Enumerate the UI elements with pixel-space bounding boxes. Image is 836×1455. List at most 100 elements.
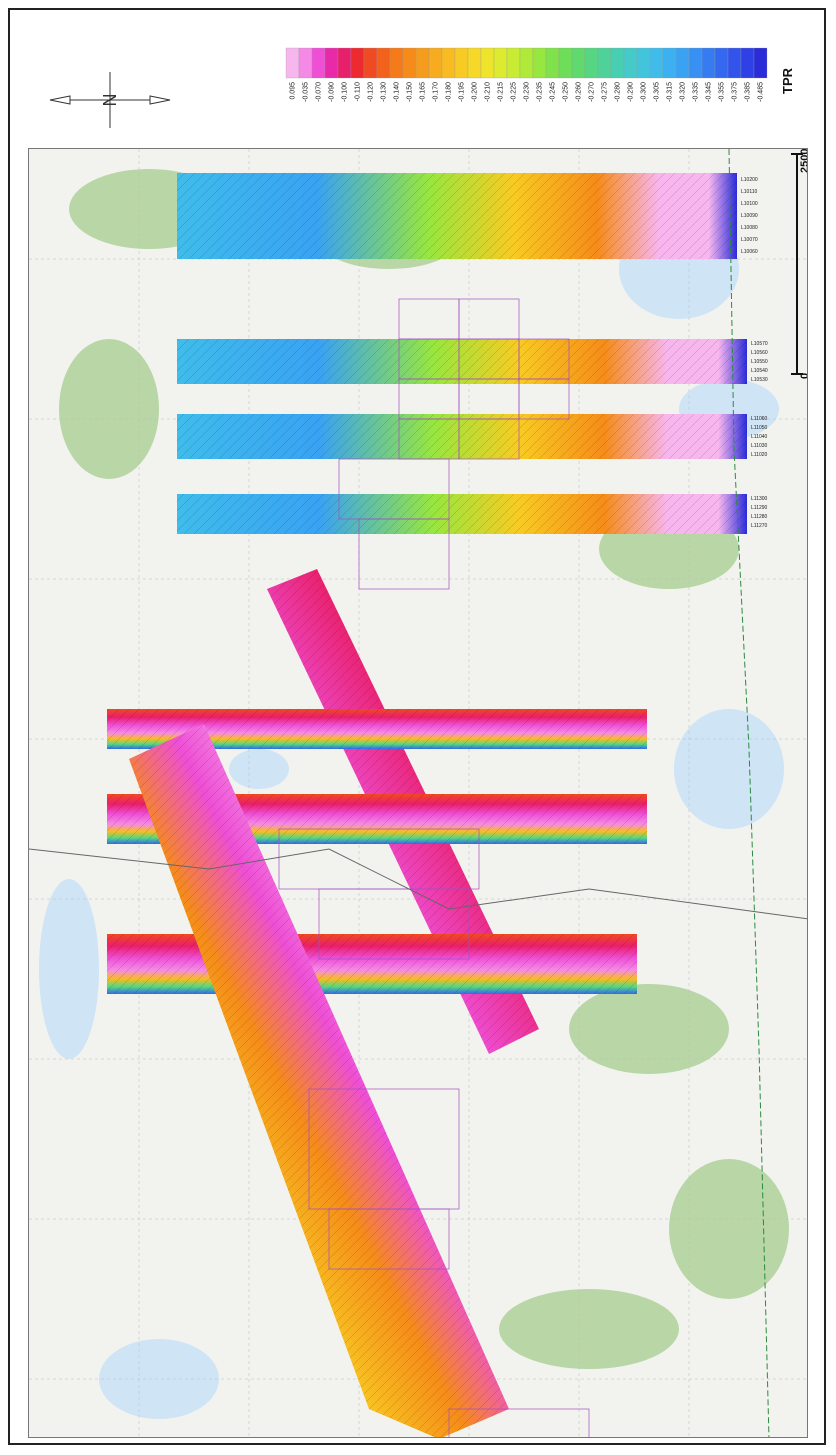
- legend-value: -0.270: [589, 82, 596, 102]
- legend-swatch: [390, 48, 403, 78]
- legend-value: -0.375: [732, 82, 739, 102]
- legend-swatch: [520, 48, 533, 78]
- legend-swatch: [715, 48, 728, 78]
- legend-value: -0.290: [628, 82, 635, 102]
- north-letter: N: [100, 94, 120, 107]
- legend-value: -0.355: [719, 82, 726, 102]
- survey-line-label: L10110: [741, 189, 758, 195]
- legend-swatch: [702, 48, 715, 78]
- legend-swatch: [559, 48, 572, 78]
- legend-value: -0.100: [342, 82, 349, 102]
- north-arrow-icon: N: [50, 72, 170, 128]
- survey-line-label: L11270: [751, 523, 768, 529]
- legend-value: -0.235: [537, 82, 544, 102]
- legend-value: -0.035: [303, 82, 310, 102]
- legend-value: -0.215: [498, 82, 505, 102]
- survey-line-label: L11280: [751, 514, 768, 520]
- legend-value: -0.335: [693, 82, 700, 102]
- legend-value: -0.250: [563, 82, 570, 102]
- survey-line-label: L10570: [751, 341, 768, 347]
- survey-line-label: L10080: [741, 225, 758, 231]
- legend-value: -0.090: [329, 82, 336, 102]
- legend-swatch: [572, 48, 585, 78]
- survey-line-label: L11050: [751, 425, 768, 431]
- legend-swatch: [455, 48, 468, 78]
- scale-end-label: 2500: [799, 149, 808, 173]
- legend-value: -0.210: [485, 82, 492, 102]
- legend-value: -0.230: [524, 82, 531, 102]
- legend-swatch: [403, 48, 416, 78]
- survey-line-label: L11300: [751, 496, 768, 502]
- legend-swatch: [299, 48, 312, 78]
- legend-swatch: [364, 48, 377, 78]
- legend-swatch: [689, 48, 702, 78]
- survey-map: L10200 L10110 L10100 L10090 L10080 L10070 L100…: [28, 148, 808, 1438]
- survey-line-label: L10070: [741, 237, 758, 243]
- legend-value: -0.245: [550, 82, 557, 102]
- legend-swatch: [663, 48, 676, 78]
- legend-swatch: [377, 48, 390, 78]
- legend-value: -0.120: [368, 82, 375, 102]
- survey-line-label: L10560: [751, 350, 768, 356]
- legend-swatch: [754, 48, 767, 78]
- legend-swatch: [585, 48, 598, 78]
- legend-swatch: [598, 48, 611, 78]
- legend-swatch: [494, 48, 507, 78]
- legend-swatch: [611, 48, 624, 78]
- legend-swatch: [507, 48, 520, 78]
- legend-value: -0.275: [602, 82, 609, 102]
- legend-value: 0.095: [290, 82, 297, 100]
- legend-swatch: [481, 48, 494, 78]
- survey-line-label: L10090: [741, 213, 758, 219]
- legend-swatch: [312, 48, 325, 78]
- tpr-legend: 0.095 -0.035 -0.070 -0.090 -0.100 -0.110 -0.12…: [286, 48, 767, 102]
- survey-line-label: L10530: [751, 377, 768, 383]
- legend-value: -0.305: [654, 82, 661, 102]
- legend-swatch: [338, 48, 351, 78]
- legend-value: -0.315: [667, 82, 674, 102]
- survey-line-label: L11290: [751, 505, 768, 511]
- legend-swatch: [624, 48, 637, 78]
- legend-value: -0.180: [446, 82, 453, 102]
- legend-swatch: [351, 48, 364, 78]
- survey-line-label: L11060: [751, 416, 768, 422]
- legend-value: -0.150: [407, 82, 414, 102]
- legend-swatch: [442, 48, 455, 78]
- legend-value: -0.320: [680, 82, 687, 102]
- survey-line-label: L11020: [751, 452, 768, 458]
- survey-line-label: L10200: [741, 177, 758, 183]
- legend-swatch: [637, 48, 650, 78]
- header-svg: N 0.095 -0.035 -0.070 -0.090 -0.100 -0.110 -0.…: [10, 10, 824, 140]
- legend-value: -0.300: [641, 82, 648, 102]
- legend-swatch: [533, 48, 546, 78]
- legend-swatch: [728, 48, 741, 78]
- survey-line-label: L10540: [751, 368, 768, 374]
- legend-title: TPR: [780, 67, 795, 94]
- survey-line-label: L10100: [741, 201, 758, 207]
- legend-swatch: [741, 48, 754, 78]
- legend-swatch: [416, 48, 429, 78]
- legend-value: -0.170: [433, 82, 440, 102]
- legend-swatch: [650, 48, 663, 78]
- survey-line-label: L11040: [751, 434, 768, 440]
- survey-line-label: L10550: [751, 359, 768, 365]
- legend-value: -0.280: [615, 82, 622, 102]
- legend-value: -0.140: [394, 82, 401, 102]
- legend-value: -0.110: [355, 82, 362, 101]
- survey-line-label: L10060: [741, 249, 758, 255]
- legend-swatch: [546, 48, 559, 78]
- legend-swatch: [468, 48, 481, 78]
- scale-start-label: 0: [799, 373, 808, 379]
- legend-swatch: [676, 48, 689, 78]
- map-svg: L10200 L10110 L10100 L10090 L10080 L10070 L100…: [29, 149, 808, 1438]
- legend-swatch: [286, 48, 299, 78]
- legend-value: -0.200: [472, 82, 479, 102]
- legend-value: -0.130: [381, 82, 388, 102]
- legend-value: -0.385: [745, 82, 752, 102]
- legend-value: -0.165: [420, 82, 427, 102]
- legend-value: -0.260: [576, 82, 583, 102]
- legend-value: -0.070: [316, 82, 323, 102]
- survey-line-label: L11030: [751, 443, 768, 449]
- legend-value: -0.195: [459, 82, 466, 102]
- legend-value: -0.225: [511, 82, 518, 102]
